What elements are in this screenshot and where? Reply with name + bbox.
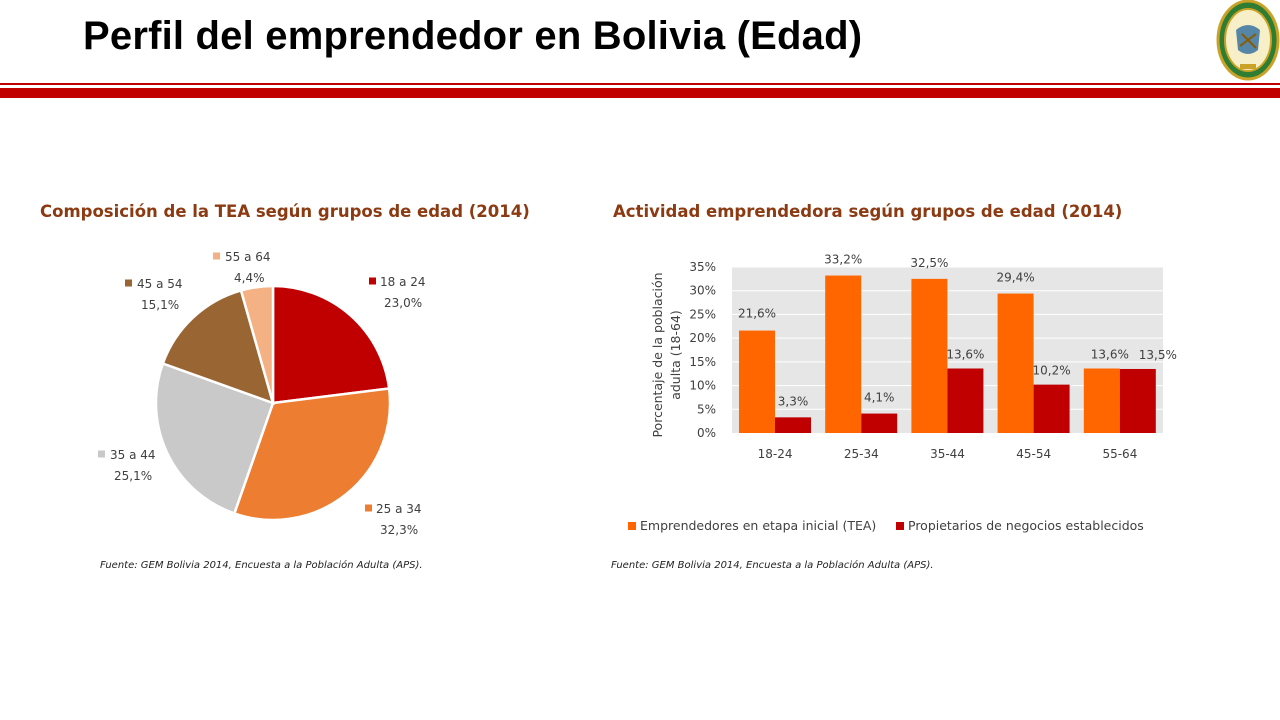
y-tick-label: 0%	[697, 426, 716, 440]
university-seal-icon	[1216, 0, 1280, 81]
pie-value-18-a-24: 23,0%	[384, 296, 422, 310]
bar-established-18-24	[775, 417, 811, 433]
bar-chart-source: Fuente: GEM Bolivia 2014, Encuesta a la …	[611, 560, 934, 571]
header-rule-thick	[0, 88, 1280, 98]
pie-value-35-a-44: 25,1%	[114, 469, 152, 483]
pie-slice-25-a-34	[232, 387, 392, 522]
x-tick-label: 55-64	[1102, 447, 1137, 461]
bar-chart-title: Actividad emprendedora según grupos de e…	[613, 202, 1123, 221]
legend-marker-25-a-34	[365, 504, 372, 512]
pie-value-55-a-64: 4,4%	[234, 271, 265, 285]
bar-data-label: 10,2%	[1033, 364, 1071, 378]
bar-data-label: 13,5%	[1139, 348, 1177, 362]
x-tick-label: 18-24	[758, 447, 793, 461]
bar-data-label: 33,2%	[824, 253, 862, 267]
pie-value-25-a-34: 32,3%	[380, 523, 418, 537]
bar-chart: 0% 5% 10% 15% 20% 25% 30% 35% Porcentaje de la p…	[628, 253, 1177, 533]
bar-tea-35-44	[911, 278, 948, 433]
y-tick-label: 10%	[689, 379, 716, 393]
legend-marker-tea	[628, 522, 636, 530]
bar-established-45-54	[1033, 384, 1070, 433]
legend-marker-established	[896, 522, 904, 530]
pie-slice-35-a-44	[154, 361, 275, 516]
y-tick-label: 15%	[689, 355, 716, 369]
page-title: Perfil del emprendedor en Bolivia (Edad)	[83, 14, 863, 58]
legend-marker-45-a-54	[125, 279, 132, 287]
bar-established-55-64	[1119, 368, 1156, 433]
bar-data-label: 13,6%	[1091, 347, 1129, 361]
x-tick-label: 25-34	[844, 447, 879, 461]
bar-tea-55-64	[1083, 368, 1120, 433]
bar-data-label: 13,6%	[946, 347, 984, 361]
y-tick-label: 25%	[689, 307, 716, 321]
pie-slice-18-a-24	[271, 284, 391, 405]
pie-slice-45-a-54	[161, 288, 275, 405]
pie-label-18-a-24: 18 a 24	[380, 275, 426, 289]
pie-label-25-a-34: 25 a 34	[376, 502, 422, 516]
bar-data-label: 29,4%	[997, 271, 1035, 285]
bar-data-label: 3,3%	[778, 394, 809, 408]
bar-data-label: 32,5%	[910, 256, 948, 270]
legend-marker-35-a-44	[98, 450, 105, 458]
y-tick-label: 5%	[697, 402, 716, 416]
pie-chart-title: Composición de la TEA según grupos de ed…	[40, 202, 530, 221]
pie-slice-55-a-64	[239, 284, 275, 404]
legend-marker-18-a-24	[369, 277, 376, 285]
bar-established-35-44	[947, 368, 984, 433]
bar-tea-25-34	[825, 275, 862, 433]
pie-chart: 18 a 24 23,0% 25 a 34 32,3% 35 a 44 25,1% 45 a…	[98, 250, 426, 537]
bar-tea-18-24	[739, 330, 775, 433]
legend-label-established: Propietarios de negocios establecidos	[908, 518, 1144, 533]
y-axis-label: Porcentaje de la población	[650, 272, 665, 437]
y-tick-label: 30%	[689, 284, 716, 298]
pie-label-55-a-64: 55 a 64	[225, 250, 271, 264]
x-tick-label: 45-54	[1016, 447, 1051, 461]
y-tick-label: 35%	[689, 260, 716, 274]
header-rule-thin	[0, 83, 1280, 85]
pie-label-35-a-44: 35 a 44	[110, 448, 156, 462]
bar-data-label: 21,6%	[738, 307, 776, 321]
pie-value-45-a-54: 15,1%	[141, 298, 179, 312]
pie-chart-source: Fuente: GEM Bolivia 2014, Encuesta a la …	[100, 560, 423, 571]
legend-label-tea: Emprendedores en etapa inicial (TEA)	[640, 518, 876, 533]
bar-established-25-34	[861, 413, 898, 433]
y-tick-label: 20%	[689, 331, 716, 345]
bar-tea-45-54	[997, 293, 1034, 433]
bar-data-label: 4,1%	[864, 391, 895, 405]
y-axis-label: adulta (18-64)	[668, 310, 683, 400]
pie-label-45-a-54: 45 a 54	[137, 277, 183, 291]
x-tick-label: 35-44	[930, 447, 965, 461]
legend-marker-55-a-64	[213, 252, 220, 260]
